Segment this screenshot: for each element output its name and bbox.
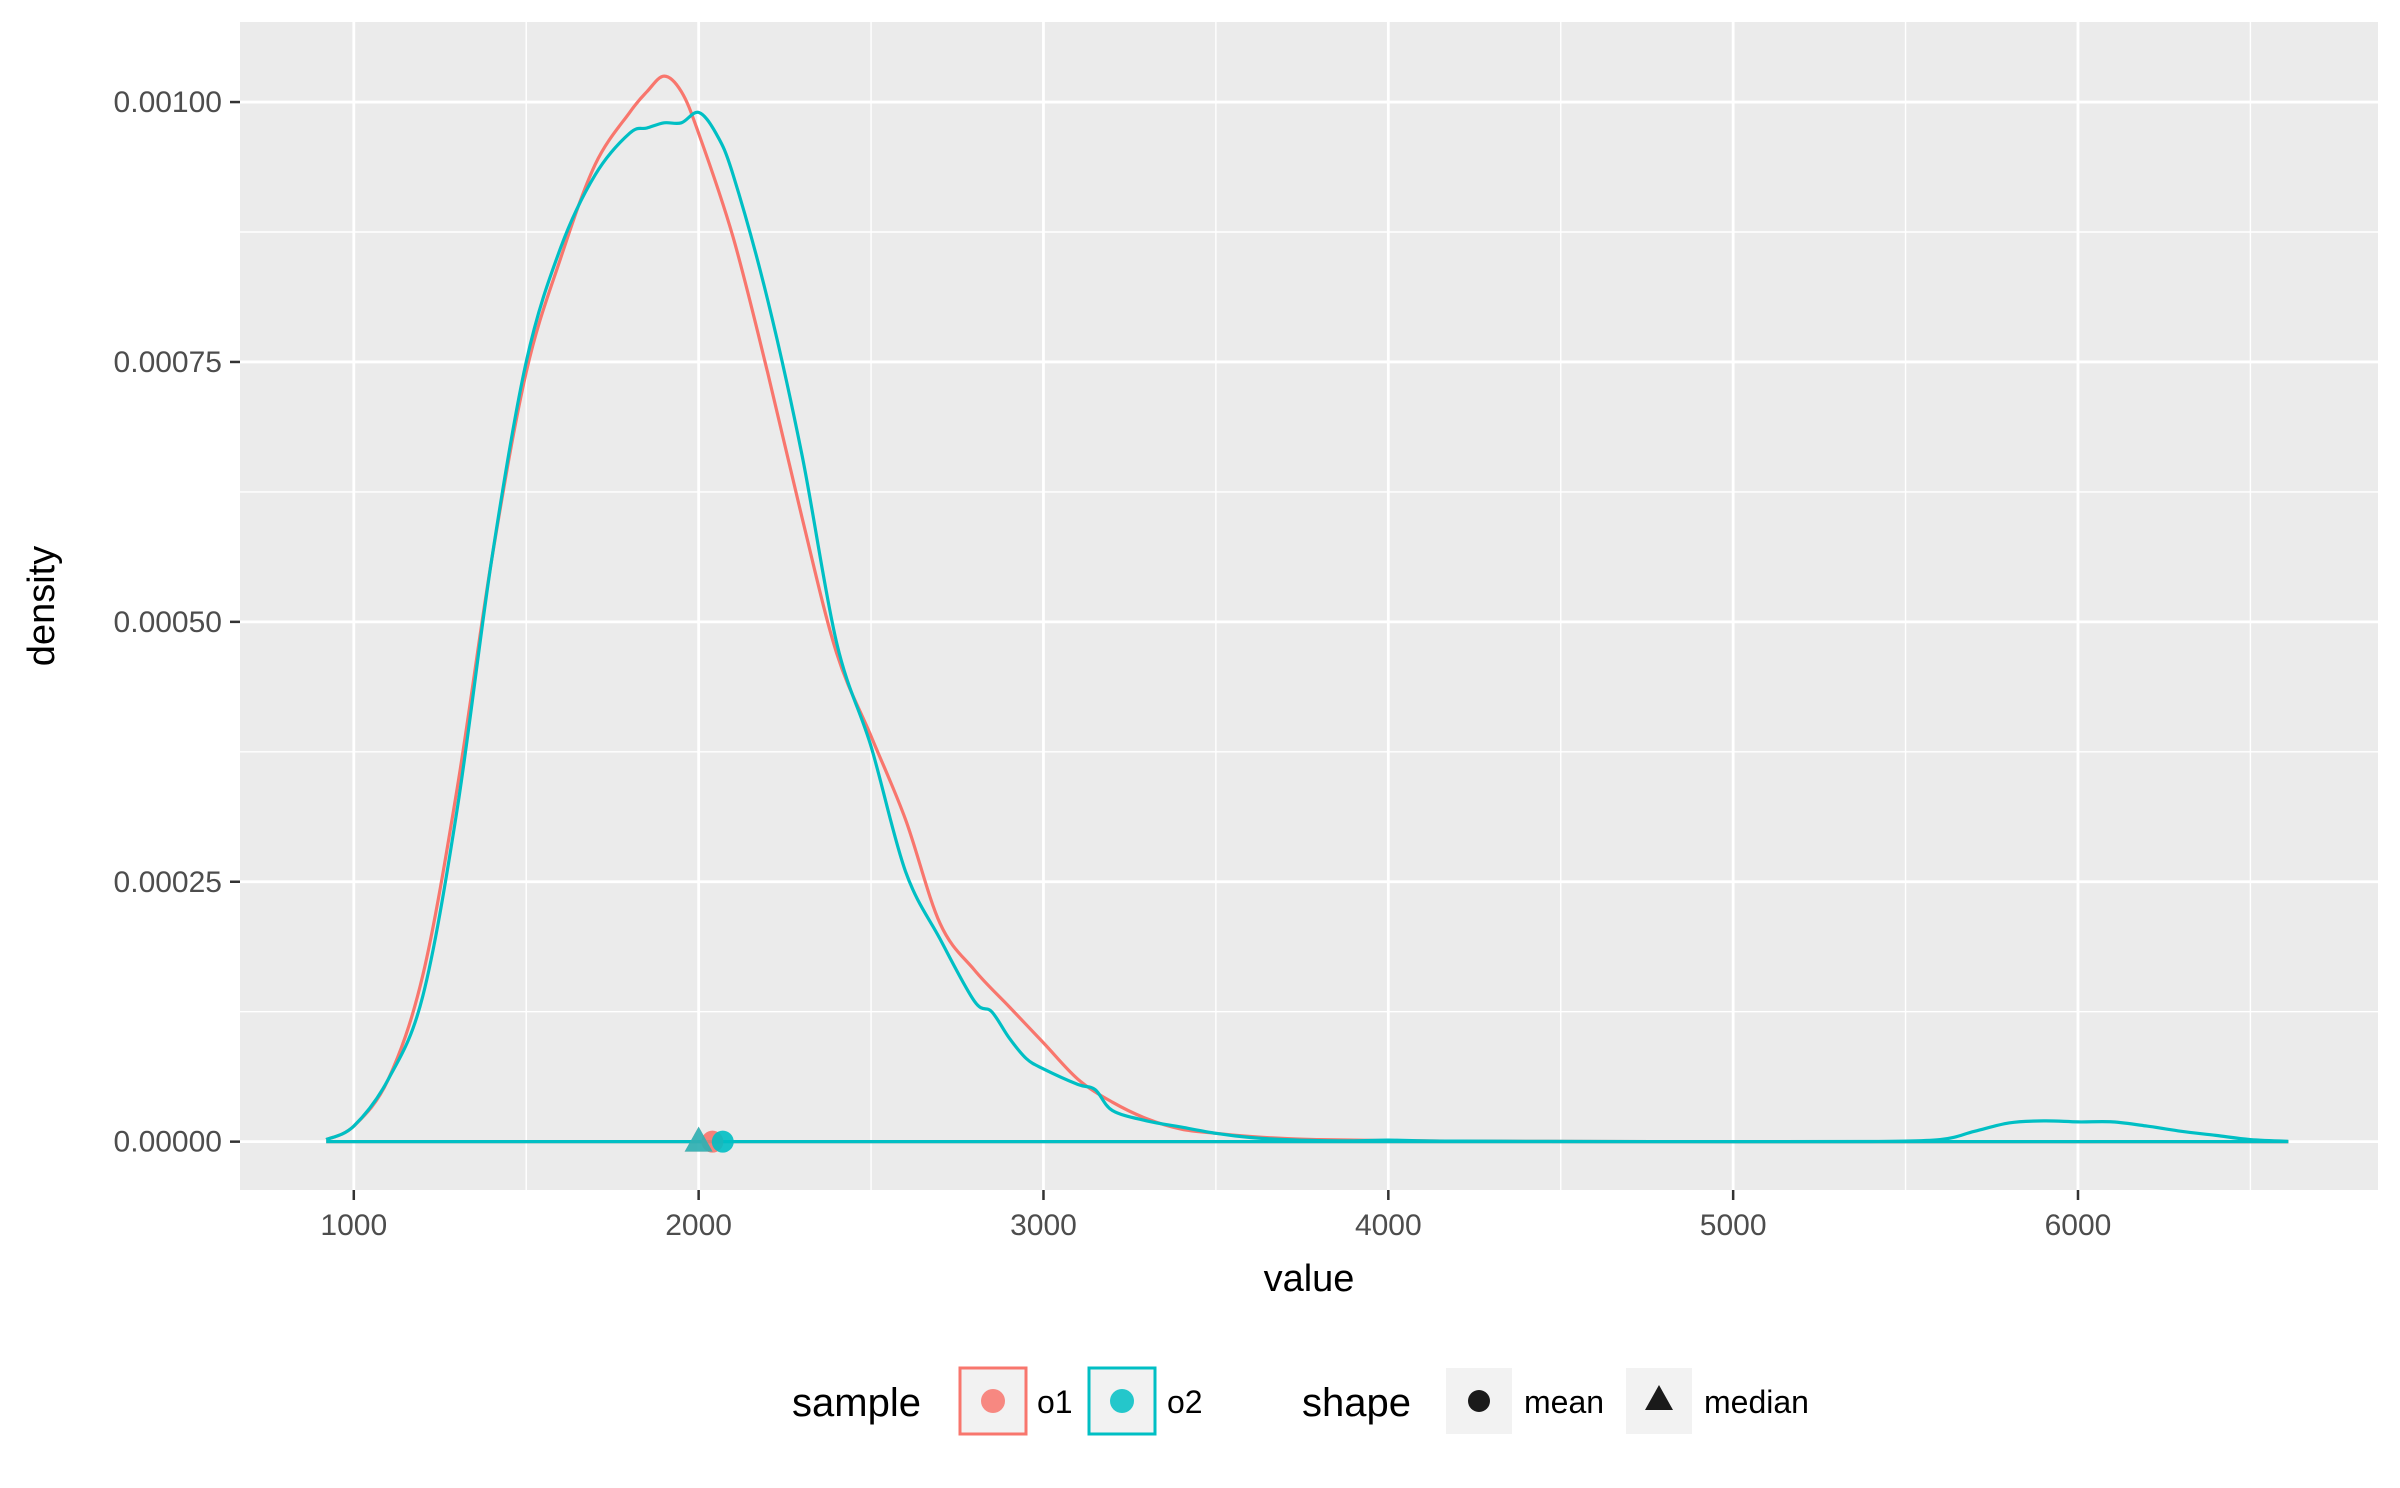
y-tick-label: 0.00075 bbox=[114, 346, 222, 379]
y-tick-label: 0.00000 bbox=[114, 1126, 222, 1159]
mean-point-o2 bbox=[711, 1130, 734, 1153]
y-tick-label: 0.00025 bbox=[114, 866, 222, 899]
legend-label-o2: o2 bbox=[1167, 1384, 1203, 1420]
x-tick-label: 4000 bbox=[1355, 1209, 1422, 1242]
legend: sample o1 o2 shape mean median bbox=[792, 1366, 1809, 1436]
y-axis: 0.00000 0.00025 0.00050 0.00075 0.00100 bbox=[114, 86, 240, 1159]
x-tick-label: 1000 bbox=[320, 1209, 387, 1242]
series-layer bbox=[325, 74, 2289, 1144]
x-tick-label: 5000 bbox=[1700, 1209, 1767, 1242]
legend-label-median: median bbox=[1704, 1384, 1809, 1420]
y-tick-label: 0.00100 bbox=[114, 86, 222, 119]
median-point-o2 bbox=[684, 1126, 713, 1152]
x-tick-label: 3000 bbox=[1010, 1209, 1077, 1242]
legend-key-o2-point bbox=[1110, 1389, 1134, 1413]
x-axis-title: value bbox=[1264, 1258, 1355, 1300]
y-axis-title: density bbox=[21, 546, 63, 666]
panel-background bbox=[240, 22, 2378, 1190]
legend-shape-title: shape bbox=[1302, 1381, 1411, 1425]
x-axis: 1000 2000 3000 4000 5000 6000 bbox=[320, 1190, 2111, 1242]
legend-sample-title: sample bbox=[792, 1381, 921, 1425]
x-tick-label: 6000 bbox=[2045, 1209, 2112, 1242]
x-tick-label: 2000 bbox=[665, 1209, 732, 1242]
grid-minor bbox=[240, 22, 2378, 1190]
legend-key-mean-point bbox=[1468, 1390, 1490, 1412]
legend-label-mean: mean bbox=[1524, 1384, 1604, 1420]
legend-label-o1: o1 bbox=[1037, 1384, 1073, 1420]
legend-key-o1-point bbox=[981, 1389, 1005, 1413]
density-line-o2 bbox=[325, 110, 2289, 1144]
legend-key-median-point bbox=[1645, 1385, 1673, 1410]
summary-points-layer bbox=[684, 1126, 734, 1153]
y-tick-label: 0.00050 bbox=[114, 606, 222, 639]
